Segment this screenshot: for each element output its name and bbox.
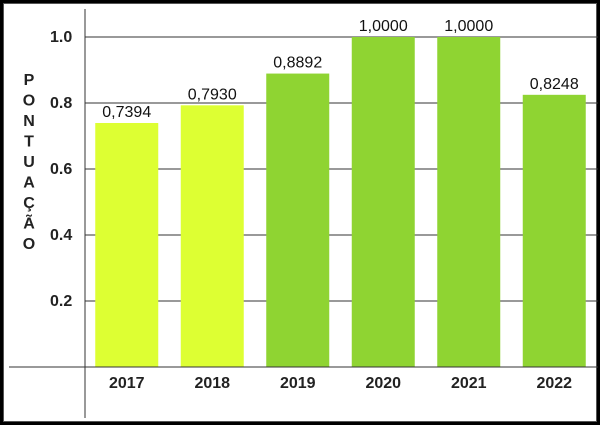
x-tick-label: 2019 [280, 375, 316, 392]
bar [437, 37, 501, 367]
y-tick-label: 0.8 [50, 95, 72, 112]
x-tick-label: 2021 [451, 375, 487, 392]
bars-group [95, 37, 586, 368]
y-axis-label-letter: A [23, 175, 35, 192]
x-tick-labels: 2017 2018 2019 2020 2021 2022 [109, 375, 572, 392]
y-tick-labels: 0.2 0.4 0.6 0.8 1.0 [50, 29, 72, 310]
y-axis-label-letter: Ç [23, 195, 35, 212]
value-label: 0,8248 [530, 76, 579, 93]
value-label: 0,8892 [273, 55, 322, 72]
x-tick-label: 2017 [109, 375, 145, 392]
y-tick-label: 0.6 [50, 161, 72, 178]
y-axis-label-letter: N [23, 113, 35, 130]
value-label: 0,7394 [102, 104, 151, 121]
bar [351, 37, 415, 367]
y-axis-label-letter: Ã [23, 213, 35, 233]
x-tick-label: 2020 [365, 375, 401, 392]
y-tick-label: 0.4 [50, 227, 72, 244]
bar [522, 94, 586, 367]
value-label: 1,0000 [359, 18, 408, 35]
axes-group [9, 9, 598, 418]
bar [266, 73, 330, 368]
y-tick-label: 1.0 [50, 29, 72, 46]
x-tick-label: 2018 [194, 375, 230, 392]
y-tick-label: 0.2 [50, 293, 72, 310]
value-label: 1,0000 [444, 18, 493, 35]
grid-lines [85, 36, 598, 302]
y-axis-label-letter: U [23, 154, 35, 171]
y-axis-label-letter: O [23, 93, 35, 110]
value-labels: 0,7394 0,7930 0,8892 1,0000 1,0000 0,8248 [102, 18, 579, 121]
y-axis-label-letter: T [24, 134, 34, 151]
bar [95, 122, 159, 367]
y-axis-label-letter: O [23, 236, 35, 253]
bar-chart: 0.2 0.4 0.6 0.8 1.0 2017 2018 2019 2020 2021 2022… [9, 9, 598, 418]
value-label: 0,7930 [188, 86, 237, 103]
y-axis-label-letter: P [24, 72, 35, 89]
bar [180, 105, 244, 367]
x-tick-label: 2022 [536, 375, 572, 392]
